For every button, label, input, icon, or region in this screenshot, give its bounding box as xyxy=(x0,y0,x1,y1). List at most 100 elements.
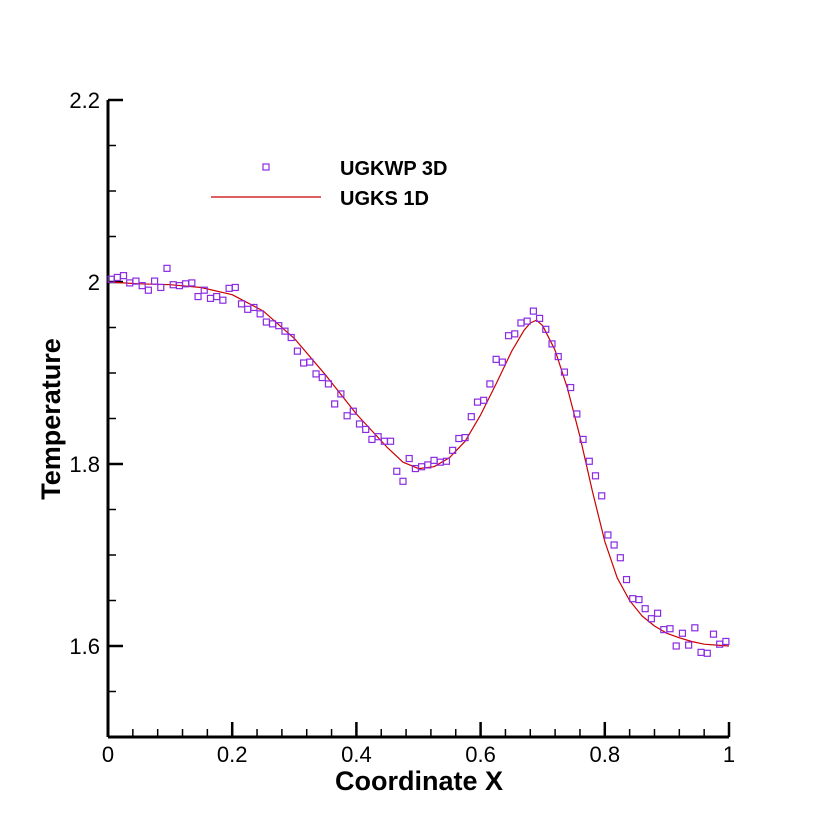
ugkwp-3d-point xyxy=(567,383,575,392)
ugkwp-3d-point xyxy=(554,353,562,361)
ugkwp-3d-point xyxy=(449,446,457,454)
ugkwp-3d-point xyxy=(498,358,506,366)
ugkwp-3d-point xyxy=(219,296,227,304)
ugkwp-3d-point xyxy=(635,595,643,604)
ugkwp-3d-point xyxy=(473,398,482,406)
y-tick-label: 2 xyxy=(88,270,100,295)
ugkwp-3d-point xyxy=(206,294,215,302)
ugkwp-3d-point xyxy=(331,400,339,408)
ugkwp-3d-point xyxy=(300,359,308,367)
x-tick-label: 0.4 xyxy=(341,742,372,767)
ugkwp-3d-point xyxy=(523,317,531,325)
ugkwp-3d-point xyxy=(312,370,320,378)
ugkwp-3d-point xyxy=(237,300,246,308)
ugkwp-3d-point xyxy=(231,283,239,292)
ugkwp-3d-point xyxy=(393,467,401,475)
ugkwp-3d-point xyxy=(337,390,345,398)
ugkwp-3d-point xyxy=(213,292,221,301)
ugkwp-3d-point xyxy=(629,595,637,603)
ugkwp-3d-point xyxy=(653,609,662,617)
axes-layer: 0 0.2 0.4 0.6 0.8 1 1.6 1.8 2 2.2 xyxy=(69,88,735,767)
ugkwp-3d-point xyxy=(486,380,494,388)
ugkwp-3d-point xyxy=(573,410,581,418)
ugkwp-3d-point xyxy=(293,347,302,355)
ugkwp-3d-point xyxy=(405,454,413,463)
scatter-layer xyxy=(107,264,730,657)
ugkwp-3d-point xyxy=(424,461,432,469)
ugkwp-3d-point xyxy=(685,641,693,649)
ugkwp-3d-point xyxy=(542,325,550,333)
ugkwp-3d-point xyxy=(368,435,376,444)
ugkwp-3d-point xyxy=(697,648,705,656)
ugkwp-3d-point xyxy=(604,531,612,539)
legend-scatter-label: UGKWP 3D xyxy=(340,158,447,180)
legend: UGKWP 3D UGKS 1D xyxy=(211,158,447,210)
ugkwp-3d-point xyxy=(492,355,500,363)
ugkwp-3d-point xyxy=(250,303,258,312)
ugkwp-3d-point xyxy=(641,605,649,613)
ugkwp-3d-point xyxy=(480,396,488,404)
ugkwp-3d-point xyxy=(362,425,370,434)
ugkwp-3d-point xyxy=(119,272,128,280)
ugkwp-3d-point xyxy=(455,434,463,443)
ugkwp-3d-point xyxy=(647,615,655,623)
ugkwp-3d-point xyxy=(349,407,357,415)
ugkwp-3d-point xyxy=(138,282,146,290)
ugkwp-3d-point xyxy=(579,435,587,444)
ugkwp-3d-point xyxy=(703,649,711,657)
ugkwp-3d-point xyxy=(430,456,438,464)
ugkwp-3d-point xyxy=(306,358,314,366)
x-axis-title: Coordinate X xyxy=(335,766,503,796)
ugkwp-3d-point xyxy=(318,373,326,382)
ugkwp-3d-point xyxy=(343,412,351,420)
x-tick-label: 0.6 xyxy=(465,742,496,767)
ugkwp-3d-point xyxy=(163,264,171,272)
ugkwp-3d-point xyxy=(517,319,525,327)
ugkwp-3d-point xyxy=(548,340,556,348)
legend-line-label: UGKS 1D xyxy=(340,188,429,210)
x-tick-label: 1 xyxy=(723,742,735,767)
ugkwp-3d-point xyxy=(716,640,724,648)
y-axis-title: Temperature xyxy=(36,338,66,500)
ugkwp-3d-point xyxy=(722,637,730,646)
ugkwp-3d-point xyxy=(678,629,687,637)
ugkwp-3d-point xyxy=(132,277,140,285)
ugkwp-3d-point xyxy=(275,322,283,330)
ugkwp-3d-point xyxy=(442,457,451,465)
ugkwp-3d-point xyxy=(672,642,680,650)
x-tick-label: 0.2 xyxy=(217,742,248,767)
ugkwp-3d-point xyxy=(591,472,600,480)
ugkwp-3d-point xyxy=(200,286,208,294)
ugkwp-3d-point xyxy=(287,333,295,342)
ugkwp-3d-point xyxy=(461,434,469,442)
ugkwp-3d-point xyxy=(113,273,121,282)
ugkwp-3d-point xyxy=(144,286,152,294)
ugkwp-3d-point xyxy=(324,380,333,388)
ugkwp-3d-point xyxy=(399,477,407,485)
ugkwp-3d-point xyxy=(150,277,159,285)
ugkwp-3d-point xyxy=(157,283,165,292)
ugkwp-3d-point xyxy=(598,492,606,500)
ugkwp-3d-point xyxy=(529,307,537,315)
ugkwp-3d-point xyxy=(374,433,382,441)
ugkwp-3d-point xyxy=(194,292,202,301)
ugkwp-3d-point xyxy=(244,305,252,313)
y-tick-label: 1.8 xyxy=(69,452,100,477)
ugkwp-3d-point xyxy=(666,625,674,633)
ugkwp-3d-point xyxy=(616,554,624,562)
ugkwp-3d-point xyxy=(262,318,270,326)
ugkwp-3d-point xyxy=(622,575,631,584)
ugkwp-3d-point xyxy=(281,327,289,335)
x-tick-label: 0 xyxy=(102,742,114,767)
ugkwp-3d-point xyxy=(188,279,196,287)
ugkwp-3d-point xyxy=(610,541,618,549)
ugkwp-3d-point xyxy=(355,420,364,428)
ugkwp-3d-point xyxy=(256,310,264,318)
ugkwp-3d-point xyxy=(504,332,513,340)
ugkwp-3d-point xyxy=(535,314,544,322)
x-tick-label: 0.8 xyxy=(590,742,621,767)
ugkwp-3d-point xyxy=(709,630,718,638)
y-tick-label: 1.6 xyxy=(69,634,100,659)
